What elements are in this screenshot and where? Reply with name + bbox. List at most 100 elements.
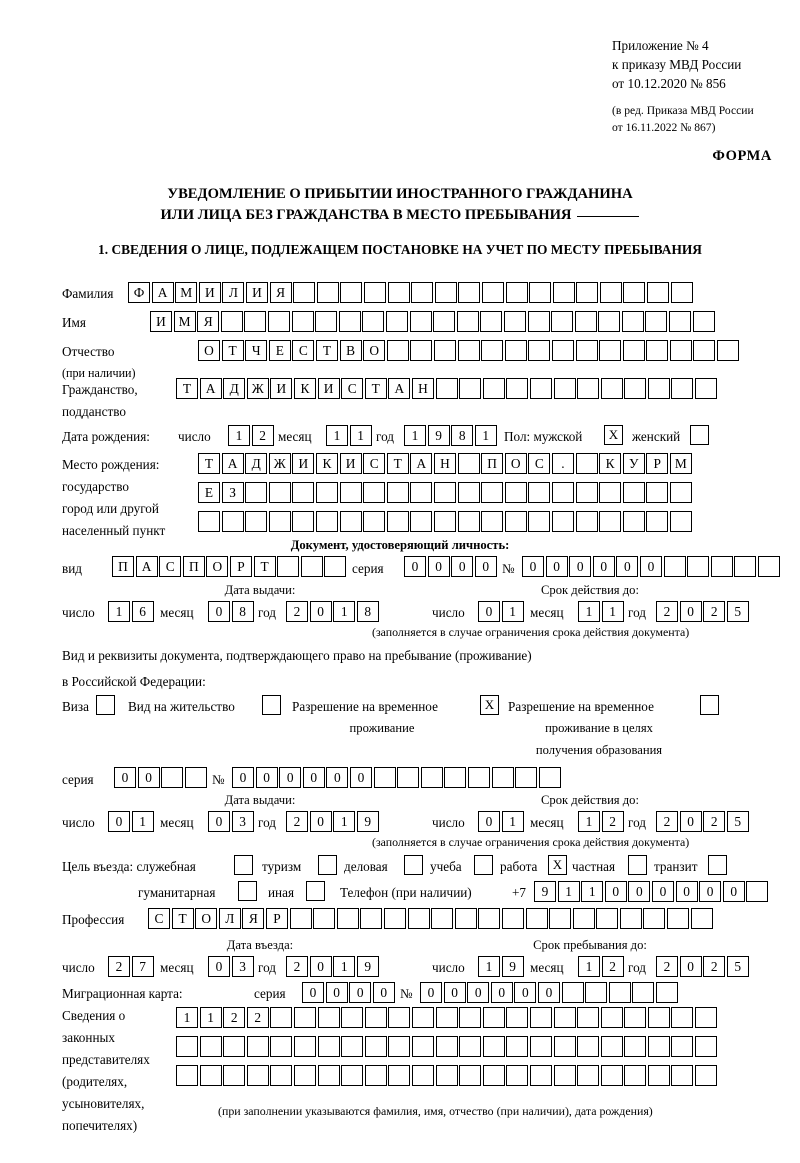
- legal-rep-cell[interactable]: 2: [223, 1007, 246, 1028]
- citizenship-cell[interactable]: [577, 378, 600, 399]
- permit-series-cell[interactable]: 0: [114, 767, 136, 788]
- birth-place-cell[interactable]: С: [363, 453, 386, 474]
- profession-cell[interactable]: [501, 908, 524, 929]
- stay-year-cell[interactable]: 0: [679, 956, 702, 977]
- birth-place-cell[interactable]: [504, 482, 527, 503]
- birth-place-cell[interactable]: М: [669, 453, 692, 474]
- patronymic-cell[interactable]: [575, 340, 598, 361]
- birth-place-cell[interactable]: П: [481, 453, 504, 474]
- profession-cell[interactable]: [525, 908, 548, 929]
- citizenship-cell[interactable]: [435, 378, 458, 399]
- profession-cell[interactable]: [549, 908, 572, 929]
- doc-number-cell[interactable]: 0: [592, 556, 615, 577]
- birth-place-cell[interactable]: [268, 482, 291, 503]
- surname-cell[interactable]: [411, 282, 434, 303]
- citizenship-cell[interactable]: Т: [364, 378, 387, 399]
- doc-kind-cell[interactable]: А: [135, 556, 158, 577]
- legal-rep-cell[interactable]: [317, 1007, 340, 1028]
- permit-issue-month-cell[interactable]: 3: [231, 811, 254, 832]
- legal-rep-cell[interactable]: [577, 1007, 600, 1028]
- legal-rep-cell[interactable]: [341, 1007, 364, 1028]
- surname-cell[interactable]: Л: [222, 282, 245, 303]
- stay-year-cell[interactable]: 2: [703, 956, 726, 977]
- birth-place-cell[interactable]: [599, 511, 622, 532]
- purpose-business-checkbox[interactable]: [404, 855, 423, 875]
- birth-place-cell[interactable]: [599, 482, 622, 503]
- name-cell[interactable]: [456, 311, 479, 332]
- legal-rep-cell[interactable]: [293, 1007, 316, 1028]
- patronymic-cell[interactable]: [669, 340, 692, 361]
- birth-place-cell[interactable]: [410, 511, 433, 532]
- patronymic-cell[interactable]: [622, 340, 645, 361]
- name-cell[interactable]: [527, 311, 550, 332]
- permit-issue-year-cell[interactable]: 2: [286, 811, 308, 832]
- profession-cell[interactable]: [690, 908, 713, 929]
- migration-number-cell[interactable]: [585, 982, 608, 1003]
- migration-number-cell[interactable]: 0: [467, 982, 490, 1003]
- doc-number-cell[interactable]: 0: [522, 556, 544, 577]
- legal-rep-cell[interactable]: [388, 1036, 411, 1057]
- citizenship-cell[interactable]: А: [199, 378, 222, 399]
- birth-place-cell[interactable]: [622, 482, 645, 503]
- profession-cell[interactable]: [407, 908, 430, 929]
- surname-cell[interactable]: [552, 282, 575, 303]
- doc-kind-cell[interactable]: Р: [229, 556, 252, 577]
- visa-checkbox[interactable]: [96, 695, 115, 715]
- legal-rep-cell[interactable]: [411, 1065, 434, 1086]
- name-cell[interactable]: [267, 311, 290, 332]
- entry-year-cell[interactable]: 9: [356, 956, 379, 977]
- name-cell[interactable]: [692, 311, 715, 332]
- doc-kind-cell[interactable]: П: [112, 556, 134, 577]
- name-cell[interactable]: Я: [197, 311, 220, 332]
- migration-series-cell[interactable]: 0: [302, 982, 324, 1003]
- legal-rep-cell[interactable]: [293, 1065, 316, 1086]
- surname-cell[interactable]: [481, 282, 504, 303]
- legal-rep-cell[interactable]: 1: [199, 1007, 222, 1028]
- citizenship-cell[interactable]: И: [317, 378, 340, 399]
- birth-place-cell[interactable]: [245, 511, 268, 532]
- patronymic-cell[interactable]: [551, 340, 574, 361]
- legal-rep-cell[interactable]: [506, 1007, 529, 1028]
- surname-cell[interactable]: [293, 282, 316, 303]
- birth-place-cell[interactable]: Р: [646, 453, 669, 474]
- birth-place-cell[interactable]: [363, 482, 386, 503]
- doc-series-cell[interactable]: 0: [451, 556, 474, 577]
- citizenship-cell[interactable]: С: [341, 378, 364, 399]
- legal-rep-cell[interactable]: [223, 1065, 246, 1086]
- migration-number-cell[interactable]: 0: [514, 982, 537, 1003]
- name-cell[interactable]: [480, 311, 503, 332]
- permit-number-cell[interactable]: [515, 767, 538, 788]
- migration-number-cell[interactable]: 0: [490, 982, 513, 1003]
- permit-number-cell[interactable]: [420, 767, 443, 788]
- permit-issue-day-cell[interactable]: 1: [131, 811, 154, 832]
- permit-valid-day-cell[interactable]: 0: [478, 811, 500, 832]
- legal-rep-cell[interactable]: [553, 1065, 576, 1086]
- doc-valid-day-cell[interactable]: 1: [501, 601, 524, 622]
- surname-cell[interactable]: [505, 282, 528, 303]
- sex-male-checkbox[interactable]: X: [604, 425, 623, 445]
- permit-number-cell[interactable]: [397, 767, 420, 788]
- citizenship-cell[interactable]: [647, 378, 670, 399]
- birth-place-cell[interactable]: А: [410, 453, 433, 474]
- birth-place-cell[interactable]: Ж: [268, 453, 291, 474]
- legal-rep-cell[interactable]: [223, 1036, 246, 1057]
- legal-rep-cell[interactable]: [506, 1065, 529, 1086]
- doc-number-cell[interactable]: [687, 556, 710, 577]
- profession-cell[interactable]: [313, 908, 336, 929]
- legal-rep-cell[interactable]: [459, 1036, 482, 1057]
- birth-place-cell[interactable]: [481, 482, 504, 503]
- permit-valid-year-cell[interactable]: 2: [656, 811, 678, 832]
- legal-rep-cell[interactable]: [647, 1036, 670, 1057]
